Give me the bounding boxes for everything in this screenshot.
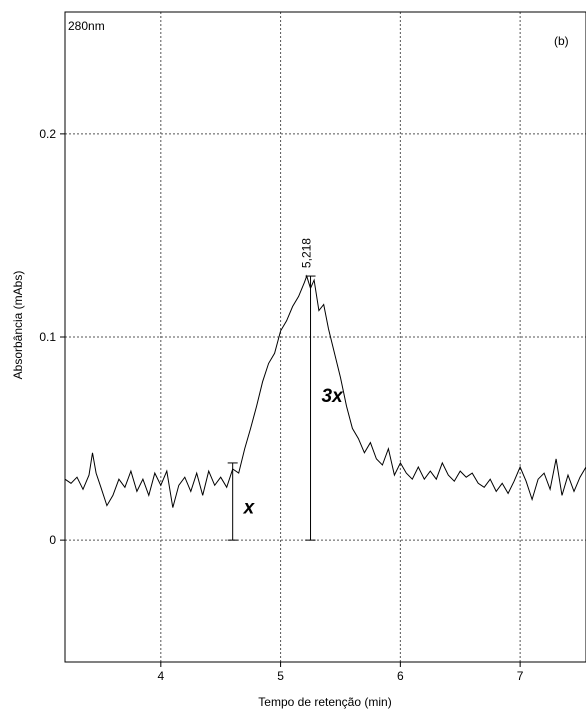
y-axis-ticks: 0 0.1 0.2 bbox=[39, 127, 65, 547]
x-tick-label: 7 bbox=[517, 669, 524, 683]
x-tick-label: 6 bbox=[397, 669, 404, 683]
x-tick-label: 4 bbox=[157, 669, 164, 683]
wavelength-label: 280nm bbox=[68, 19, 105, 33]
absorbance-trace bbox=[64, 274, 586, 508]
measure-label-x: x bbox=[243, 498, 256, 519]
x-axis-label: Tempo de retenção (min) bbox=[258, 695, 391, 709]
y-tick-label: 0.1 bbox=[39, 330, 56, 344]
plot-frame bbox=[64, 11, 586, 663]
y-tick-label: 0 bbox=[49, 533, 56, 547]
x-tick-label: 5 bbox=[277, 669, 284, 683]
y-tick-label: 0.2 bbox=[39, 127, 56, 141]
measure-label-3x: 3x bbox=[322, 386, 345, 407]
x-axis-ticks: 4 5 6 7 bbox=[157, 662, 524, 683]
annotations: x 3x 5,218 bbox=[227, 238, 345, 541]
peak-label: 5,218 bbox=[300, 238, 314, 268]
y-axis-label: Absorbância (mAbs) bbox=[11, 271, 25, 380]
grid-lines bbox=[65, 12, 586, 662]
panel-label: (b) bbox=[554, 34, 569, 48]
